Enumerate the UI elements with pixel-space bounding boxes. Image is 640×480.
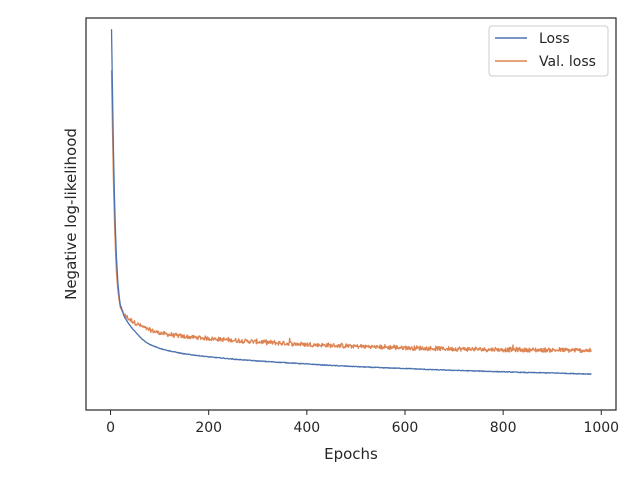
legend: Loss Val. loss xyxy=(488,25,609,77)
x-axis: 0 200 400 600 800 1000 xyxy=(106,410,619,436)
series-line-val-loss xyxy=(110,70,592,354)
plot-area xyxy=(85,17,617,411)
x-axis-label: Epochs xyxy=(324,445,378,463)
x-tick-label: 800 xyxy=(490,420,517,436)
legend-label-loss: Loss xyxy=(539,31,570,47)
x-tick-label: 400 xyxy=(293,420,320,436)
x-tick-label: 1000 xyxy=(583,420,619,436)
x-tick-label: 200 xyxy=(195,420,222,436)
y-axis-label: Negative log-likelihood xyxy=(62,128,80,300)
series-layer xyxy=(110,29,592,375)
x-tick-label: 0 xyxy=(106,420,115,436)
legend-label-val-loss: Val. loss xyxy=(539,54,596,70)
series-line-loss xyxy=(110,29,592,375)
axes-frame xyxy=(85,17,617,411)
x-tick-label: 600 xyxy=(392,420,419,436)
